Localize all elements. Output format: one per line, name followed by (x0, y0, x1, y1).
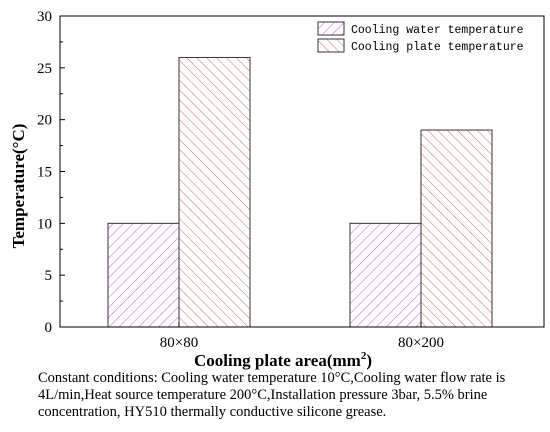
y-tick-label: 25 (37, 61, 52, 77)
x-tick-label: 80×80 (160, 335, 198, 351)
x-axis: 80×80 80×200 (160, 322, 444, 351)
legend-label-plate: Cooling plate temperature (351, 41, 524, 54)
x-tick-label: 80×200 (398, 335, 444, 351)
y-axis-title: Temperature(°C) (9, 124, 28, 249)
y-tick-label: 5 (45, 268, 53, 284)
legend-label-water: Cooling water temperature (351, 24, 524, 37)
legend-swatch-plate (317, 38, 345, 53)
x-axis-title: Cooling plate area(mm2) (194, 350, 372, 370)
bar-chart: 0 5 10 15 20 25 30 80×80 80×200 Temperature(°C)… (9, 9, 545, 370)
bar-plate-1 (178, 56, 251, 328)
x-axis-title-text: Cooling plate area(mm (194, 351, 361, 370)
x-axis-title-close: ) (366, 351, 372, 370)
bars-group (107, 56, 493, 328)
legend-swatch-water (317, 21, 345, 36)
y-tick-label: 30 (37, 9, 52, 25)
bar-water-2 (349, 222, 422, 328)
y-tick-label: 10 (37, 216, 52, 232)
y-tick-label: 15 (37, 165, 52, 181)
chart-caption: Constant conditions: Cooling water tempe… (38, 370, 506, 420)
y-axis: 0 5 10 15 20 25 30 (37, 9, 65, 336)
legend: Cooling water temperature Cooling plate t… (317, 21, 524, 54)
y-tick-label: 0 (45, 320, 53, 336)
x-axis-title-superscript: 2 (361, 350, 367, 362)
bar-plate-2 (420, 129, 493, 328)
bar-water-1 (107, 222, 180, 328)
y-tick-label: 20 (37, 113, 52, 129)
